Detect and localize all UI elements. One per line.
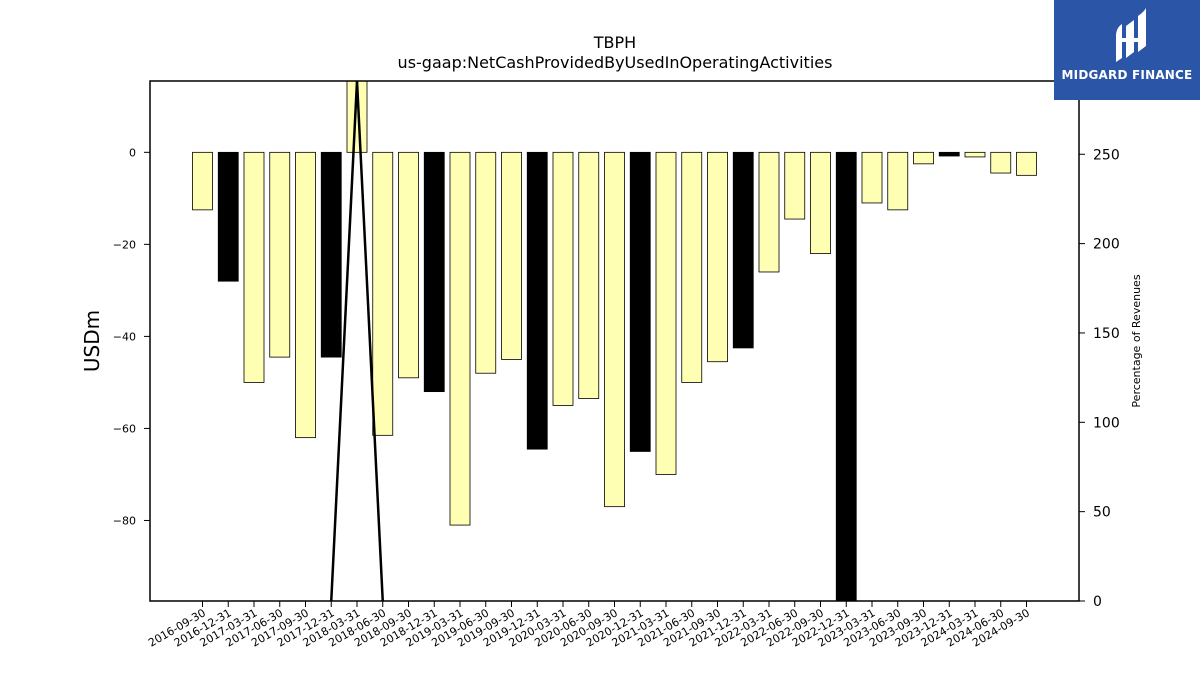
y-axis-ticks: 0 −20 −40 −60 −80 xyxy=(113,146,150,527)
y-tick-label: −60 xyxy=(113,422,136,435)
y-axis-label: USDm xyxy=(80,310,104,372)
bar xyxy=(938,151,960,157)
y2-tick-label: 150 xyxy=(1093,326,1120,342)
bar xyxy=(526,151,548,450)
bar xyxy=(913,151,934,165)
bars-group xyxy=(192,80,1037,602)
y2-tick-label: 100 xyxy=(1093,415,1120,431)
y2-tick-label: 200 xyxy=(1093,237,1120,253)
y-tick-label: −40 xyxy=(113,330,136,343)
y2-tick-label: 250 xyxy=(1093,147,1120,163)
logo-mark-icon xyxy=(1116,8,1146,62)
bar xyxy=(758,151,780,273)
y-tick-label: −20 xyxy=(113,238,136,251)
bar xyxy=(604,151,625,508)
bar xyxy=(295,151,316,439)
bar xyxy=(887,151,909,211)
y2-tick-label: 50 xyxy=(1093,505,1111,521)
bar xyxy=(707,151,728,363)
y2-tick-label: 0 xyxy=(1093,594,1102,610)
y2-axis-label: Percentage of Revenues xyxy=(1130,274,1143,407)
bar xyxy=(398,151,419,379)
bar xyxy=(835,151,857,602)
bar xyxy=(629,151,651,452)
bar xyxy=(423,151,445,393)
bar xyxy=(990,151,1012,174)
x-axis-ticks: 2016-09-302016-12-312017-03-312017-06-30… xyxy=(146,601,1032,650)
bar xyxy=(243,151,265,383)
bar xyxy=(681,151,703,383)
bar xyxy=(964,151,986,158)
bar xyxy=(475,151,497,374)
y-tick-label: 0 xyxy=(129,146,136,159)
bar xyxy=(217,151,239,282)
chart-title: TBPH xyxy=(593,33,636,52)
y2-axis-ticks: 0 50 100 150 200 250 xyxy=(1079,147,1120,610)
bar xyxy=(501,151,522,360)
logo-text: MIDGARD FINANCE xyxy=(1061,68,1193,82)
bar xyxy=(732,151,754,349)
bar xyxy=(784,151,806,220)
bar xyxy=(192,151,213,211)
bar xyxy=(449,151,471,526)
bar xyxy=(810,151,831,254)
bar xyxy=(578,151,600,399)
y-tick-label: −80 xyxy=(113,514,136,527)
bar xyxy=(861,151,883,204)
bar xyxy=(269,151,291,358)
bar xyxy=(320,151,342,358)
bar xyxy=(552,151,574,406)
bar xyxy=(1016,151,1037,176)
chart-subtitle: us-gaap:NetCashProvidedByUsedInOperating… xyxy=(398,53,833,72)
bar xyxy=(372,151,394,436)
bar xyxy=(655,151,677,475)
brand-logo: MIDGARD FINANCE xyxy=(1054,0,1200,100)
